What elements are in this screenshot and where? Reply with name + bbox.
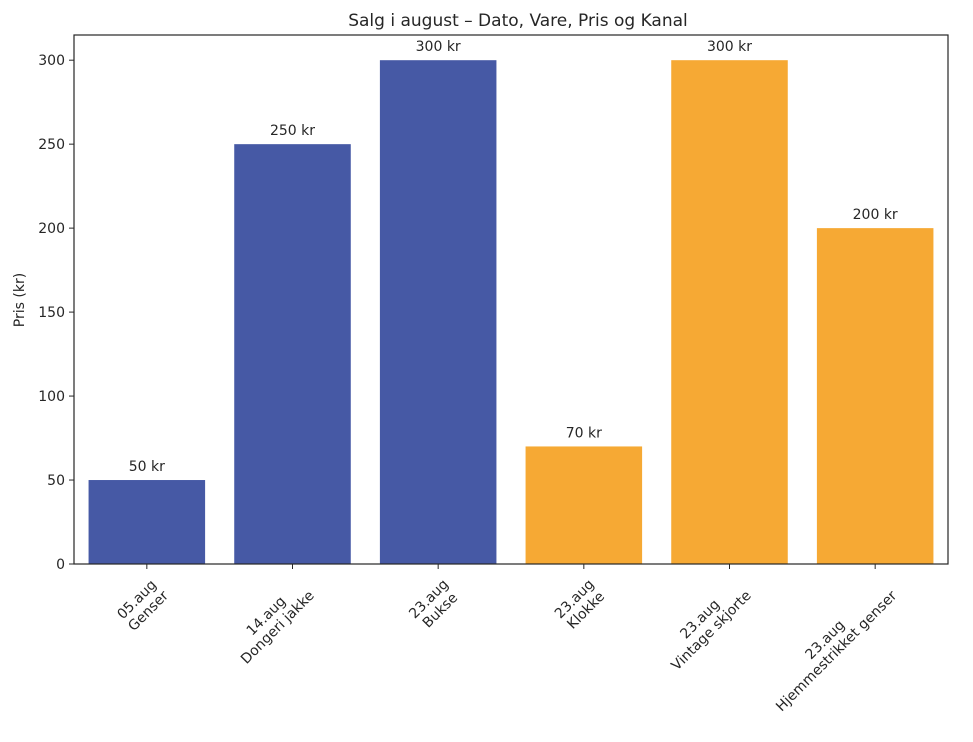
x-tick-item: Hjemmestrikket genser [773,588,900,715]
y-tick-label: 50 [47,473,65,489]
x-tick-label: 05.augGenser [114,576,172,634]
data-label: 250 kr [270,123,315,139]
data-label: 70 kr [566,425,602,441]
x-tick-label: 23.augVintage skjorte [657,576,754,673]
x-tick-label: 23.augBukse [406,576,463,633]
y-axis-label: Pris (kr) [12,273,28,327]
bar [88,480,206,564]
bar [525,446,643,564]
y-tick-label: 250 [38,137,65,153]
data-label: 300 kr [707,39,752,55]
x-tick-label: 23.augHjemmestrikket genser [762,576,901,715]
y-tick-label: 200 [38,221,65,237]
data-label: 200 kr [853,207,898,223]
y-tick-label: 0 [56,557,65,573]
bar [671,60,788,564]
data-label: 50 kr [129,459,165,475]
y-tick-label: 150 [38,305,65,321]
x-tick-label: 14.augDongeri jakke [227,576,318,667]
bar [816,228,934,564]
chart-title: Salg i august – Dato, Vare, Pris og Kana… [348,11,688,31]
y-tick-label: 300 [38,53,65,69]
bar [234,144,351,564]
plot-area: 50 kr 250 kr 300 kr 70 kr 300 kr 200 kr 0 50 100… [38,34,949,715]
y-tick-label: 100 [38,389,65,405]
bar [379,60,497,564]
data-label: 300 kr [416,39,461,55]
x-tick-label: 23.augKlokke [552,576,609,633]
plot-frame [73,34,949,565]
